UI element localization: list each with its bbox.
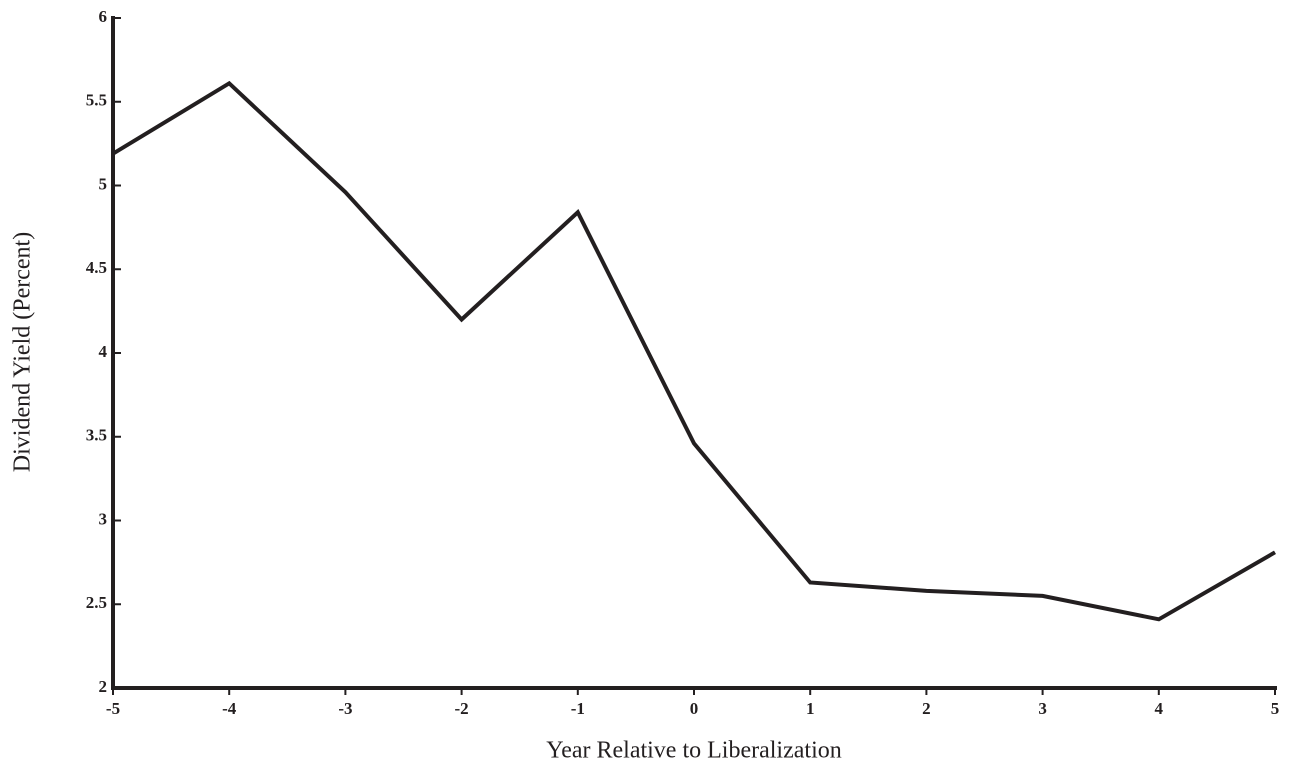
y-tick-label: 6 (99, 7, 108, 26)
y-tick-label: 3.5 (86, 426, 107, 445)
x-tick-label: 1 (806, 699, 815, 718)
y-tick-label: 2 (99, 677, 108, 696)
x-tick-label: 3 (1038, 699, 1047, 718)
y-tick-label: 5 (99, 174, 108, 193)
y-tick-label: 4.5 (86, 258, 107, 277)
y-tick-label: 2.5 (86, 593, 107, 612)
x-tick-label: -3 (338, 699, 352, 718)
y-tick-label: 5.5 (86, 91, 107, 110)
x-axis-title: Year Relative to Liberalization (546, 738, 841, 764)
x-tick-label: -2 (455, 699, 469, 718)
y-tick-label: 3 (99, 509, 108, 528)
x-tick-label: -4 (222, 699, 237, 718)
x-tick-label: 0 (690, 699, 699, 718)
y-tick-label: 4 (99, 342, 108, 361)
x-tick-label: 2 (922, 699, 931, 718)
y-axis-title: Dividend Yield (Percent) (10, 232, 36, 472)
x-tick-label: -1 (571, 699, 585, 718)
x-tick-label: 4 (1155, 699, 1164, 718)
line (111, 80, 1276, 622)
x-tick-label: -5 (106, 699, 120, 718)
x-tick-label: 5 (1271, 699, 1280, 718)
